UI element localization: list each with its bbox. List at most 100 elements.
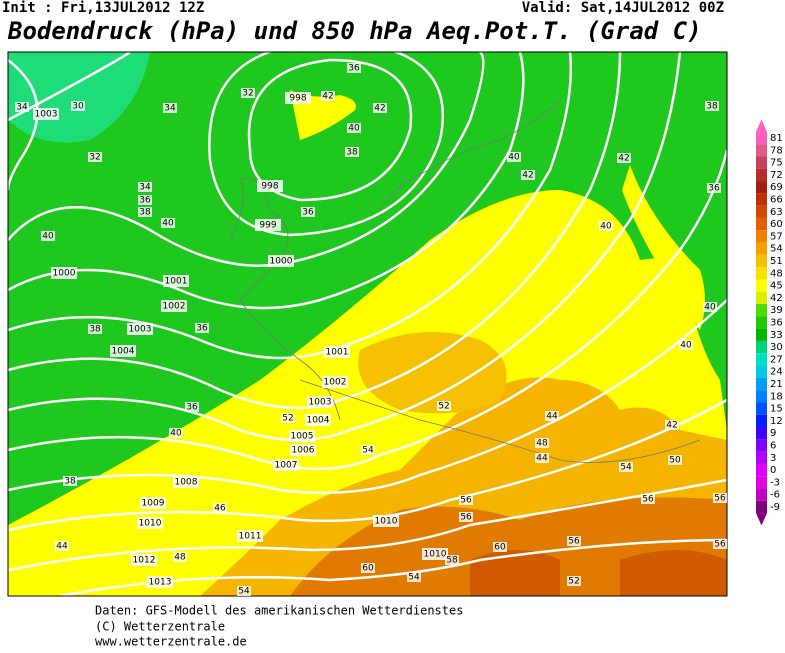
- temperature-label-group: 42: [617, 153, 631, 164]
- isobar-label-group: 1010: [422, 548, 448, 560]
- label-box: [213, 503, 227, 513]
- temperature-label: 54: [238, 587, 250, 597]
- temperature-label: 44: [56, 542, 68, 552]
- hottest-region: [470, 550, 727, 596]
- temperature-label: 38: [139, 208, 151, 218]
- legend-label: 15: [770, 404, 783, 415]
- label-box: [665, 420, 679, 430]
- temperature-label-group: 56: [459, 512, 473, 523]
- temperature-label-group: 40: [679, 340, 693, 351]
- legend-swatch: [756, 463, 767, 477]
- temperature-label-group: 44: [535, 453, 549, 464]
- label-box: [445, 555, 459, 565]
- label-box: [322, 376, 348, 388]
- label-box: [195, 323, 209, 333]
- isobar-label-group: 1001: [163, 275, 189, 287]
- legend-swatch: [756, 144, 767, 157]
- label-box: [324, 346, 350, 358]
- label-box: [161, 218, 175, 228]
- label-box: [140, 497, 166, 509]
- temperature-label: 48: [536, 439, 548, 449]
- legend-label: 81: [770, 133, 783, 144]
- temperature-label: 60: [362, 564, 374, 574]
- temperature-label-group: 58: [445, 555, 459, 566]
- label-box: [679, 340, 693, 350]
- footer-line: www.wetterzentrale.de: [95, 635, 247, 649]
- temperature-label-group: 34: [15, 102, 29, 113]
- label-box: [567, 536, 581, 546]
- temperature-label-group: 38: [345, 147, 359, 158]
- label-box: [63, 476, 77, 486]
- isobar-label-group: 999: [255, 219, 281, 231]
- label-box: [88, 324, 102, 334]
- legend-swatch: [756, 279, 767, 292]
- isobar-label-group: 1008: [173, 476, 199, 488]
- legend-label: -3: [770, 477, 780, 488]
- label-box: [347, 63, 361, 73]
- legend-label: 6: [770, 441, 776, 452]
- temperature-label: 40: [348, 124, 360, 134]
- isobar-label-group: 1010: [373, 515, 399, 527]
- legend-label: 21: [770, 379, 783, 390]
- temperature-label-group: 52: [567, 576, 581, 587]
- temperature-label: 58: [446, 556, 458, 566]
- temperature-label: 42: [666, 421, 677, 431]
- isobar-label: 1000: [270, 257, 293, 267]
- legend-swatch: [756, 242, 767, 255]
- label-box: [273, 459, 299, 471]
- temperature-label: 56: [568, 537, 580, 547]
- temperature-label: 40: [170, 429, 182, 439]
- temperature-label: 36: [196, 324, 208, 334]
- temperature-label-group: 40: [41, 231, 55, 242]
- label-box: [163, 275, 189, 287]
- isobar-label-group: 998: [257, 180, 283, 192]
- isobar-label-group: 1006: [290, 444, 316, 456]
- label-box: [459, 495, 473, 505]
- legend-swatch: [756, 390, 767, 403]
- legend-label: 27: [770, 354, 783, 365]
- temperature-label-group: 56: [713, 539, 727, 550]
- legend-label: 69: [770, 182, 783, 193]
- label-box: [185, 402, 199, 412]
- legend-label: 42: [770, 293, 783, 304]
- valid-time: Valid: Sat,14JUL2012 00Z: [522, 0, 724, 16]
- map-frame: [7, 51, 728, 597]
- temperature-label-group: 52: [437, 401, 451, 412]
- legend-swatch: [756, 304, 767, 317]
- legend-swatch: [756, 340, 767, 354]
- isobar-label-group: 1003: [307, 396, 333, 408]
- temperature-label-group: 44: [55, 541, 69, 552]
- temperature-label: 30: [72, 102, 84, 112]
- very-hot-region: [290, 497, 727, 596]
- label-box: [705, 101, 719, 111]
- label-box: [493, 542, 507, 552]
- legend-swatch: [756, 168, 767, 182]
- isobar-label-group: 1007: [273, 459, 299, 471]
- isobar-label: 1009: [142, 499, 165, 509]
- isobar-label: 1004: [307, 416, 330, 426]
- isobar-label-group: 1012: [131, 554, 157, 566]
- temperature-label: 56: [714, 540, 726, 550]
- label-box: [268, 255, 294, 267]
- isobar-label: 1004: [112, 347, 135, 357]
- legend-swatch: [756, 402, 767, 415]
- legend-label: 39: [770, 305, 783, 316]
- hot-core: [358, 332, 507, 414]
- label-box: [668, 455, 682, 465]
- label-box: [422, 548, 448, 560]
- legend-label: 3: [770, 453, 776, 464]
- legend-swatch: [756, 451, 767, 464]
- legend-label: 24: [770, 367, 783, 378]
- label-box: [241, 88, 255, 98]
- isobar-label-group: 1009: [140, 497, 166, 509]
- label-box: [163, 103, 177, 113]
- legend-swatch: [756, 427, 767, 440]
- label-box: [15, 102, 29, 112]
- temperature-label: 34: [139, 183, 151, 193]
- temperature-label: 52: [568, 577, 579, 587]
- temperature-label-group: 36: [347, 63, 361, 74]
- map: 998 998 999 1000 1000 1001 1002 1003 1004 1001 100…: [6, 40, 729, 598]
- isobar-label-group: 998: [285, 92, 311, 104]
- isobar-label: 1001: [165, 277, 188, 287]
- temperature-label: 42: [618, 154, 629, 164]
